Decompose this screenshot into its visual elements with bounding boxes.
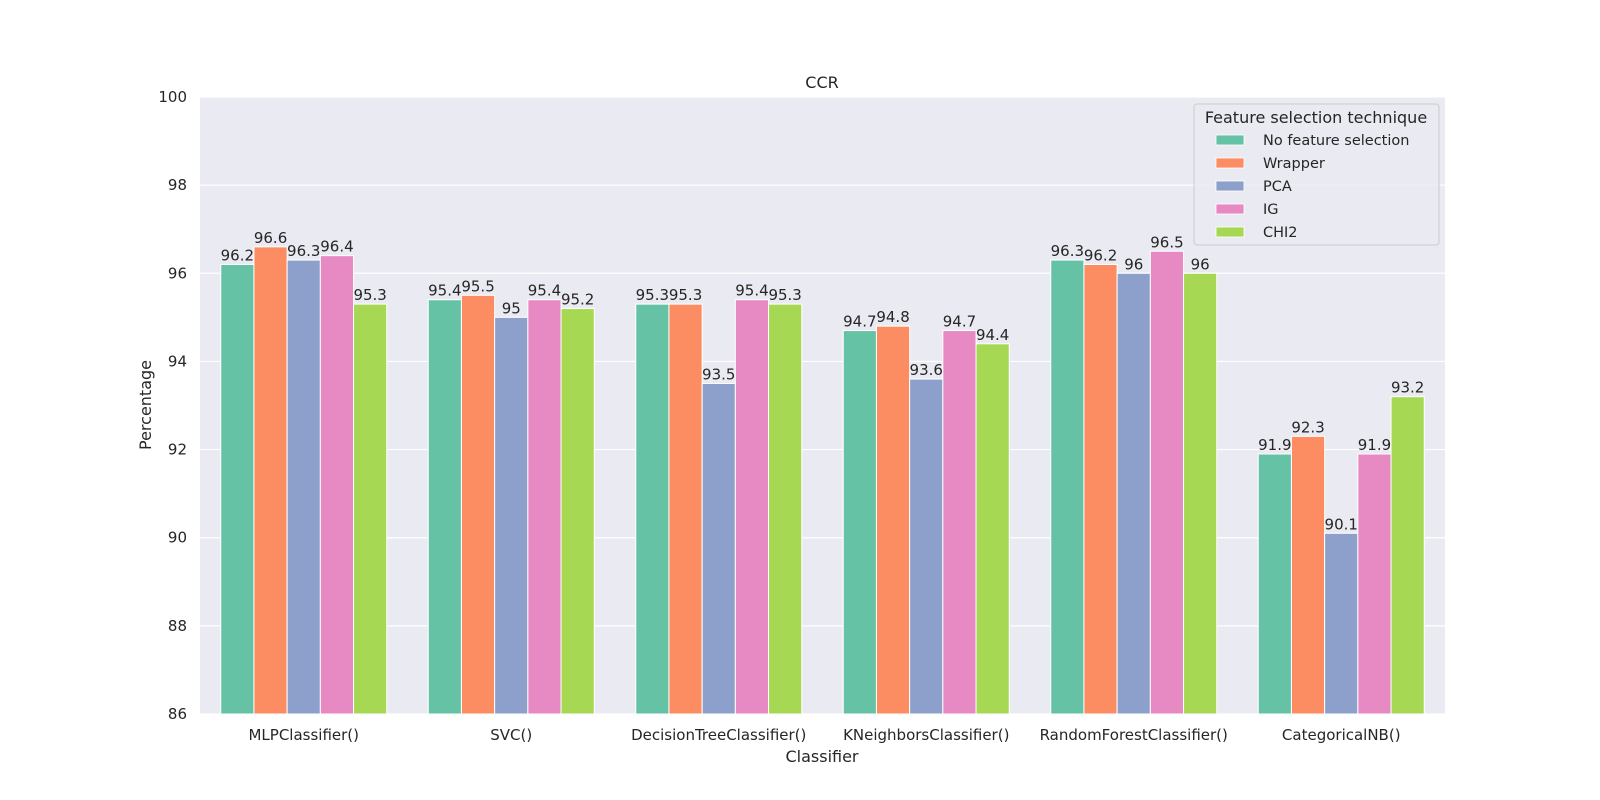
bar-value-label: 95.3 bbox=[768, 286, 801, 304]
bar bbox=[319, 255, 355, 715]
legend-entry: IG bbox=[1263, 202, 1279, 218]
bar-value-label: 96.5 bbox=[1150, 233, 1183, 251]
bar-value-label: 93.5 bbox=[702, 365, 735, 383]
x-tick-label: RandomForestClassifier() bbox=[1040, 726, 1228, 744]
x-tick-label: MLPClassifier() bbox=[248, 726, 359, 744]
bar-value-label: 92.3 bbox=[1291, 418, 1324, 436]
bar-value-label: 91.9 bbox=[1358, 436, 1391, 454]
bar bbox=[1357, 453, 1392, 715]
y-axis-label: Percentage bbox=[136, 360, 155, 450]
bar-value-label: 95 bbox=[502, 299, 521, 317]
bar bbox=[942, 330, 977, 715]
bar-value-label: 95.5 bbox=[461, 277, 494, 295]
bar bbox=[1083, 263, 1118, 715]
bars bbox=[220, 246, 1425, 715]
y-tick-label: 96 bbox=[168, 264, 187, 282]
chart-title: CCR bbox=[805, 73, 838, 92]
bar-value-label: 96.4 bbox=[320, 238, 353, 256]
bar-value-label: 96 bbox=[1124, 255, 1143, 273]
legend-box bbox=[1193, 103, 1440, 246]
x-tick-label: CategoricalNB() bbox=[1282, 726, 1401, 744]
bar bbox=[527, 299, 562, 715]
x-tick-label: DecisionTreeClassifier() bbox=[631, 726, 806, 744]
legend-swatch bbox=[1215, 226, 1245, 238]
bar-value-label: 93.6 bbox=[910, 361, 943, 379]
bar bbox=[1149, 250, 1185, 715]
y-axis-ticks: 86 88 90 92 94 96 98 100 bbox=[158, 88, 187, 723]
bar bbox=[734, 299, 770, 715]
y-tick-label: 94 bbox=[168, 352, 187, 370]
bar-value-label: 90.1 bbox=[1325, 515, 1358, 533]
bar bbox=[460, 294, 496, 715]
y-tick-label: 100 bbox=[158, 88, 187, 106]
bar-value-label: 96.2 bbox=[221, 246, 254, 264]
bar bbox=[427, 299, 462, 715]
bar bbox=[1183, 272, 1218, 715]
legend: Feature selection technique No feature s… bbox=[1193, 103, 1440, 246]
legend-swatch bbox=[1215, 134, 1245, 146]
legend-swatch bbox=[1215, 157, 1245, 169]
y-tick-label: 88 bbox=[168, 617, 187, 635]
bar-value-label: 96.2 bbox=[1084, 246, 1117, 264]
bar bbox=[353, 303, 388, 715]
y-tick-label: 98 bbox=[168, 176, 187, 194]
bar-value-label: 96 bbox=[1191, 255, 1210, 273]
bar bbox=[668, 303, 703, 715]
bar-value-label: 95.4 bbox=[528, 282, 561, 300]
bar bbox=[635, 303, 670, 715]
bar-value-label: 93.2 bbox=[1391, 379, 1424, 397]
x-axis-ticks: MLPClassifier() SVC() DecisionTreeClassifi… bbox=[248, 726, 1400, 744]
bar bbox=[1050, 259, 1085, 715]
bar-value-label: 94.7 bbox=[943, 313, 976, 331]
bar bbox=[768, 303, 803, 715]
bar bbox=[842, 330, 877, 715]
bar bbox=[1324, 532, 1359, 715]
bar bbox=[494, 316, 529, 715]
bar-value-label: 95.2 bbox=[561, 291, 594, 309]
bar bbox=[253, 246, 288, 715]
bar-value-label: 94.8 bbox=[876, 308, 909, 326]
bar bbox=[560, 308, 595, 715]
bar-value-label: 96.3 bbox=[1051, 242, 1084, 260]
bar-value-label: 95.3 bbox=[353, 286, 386, 304]
bar bbox=[701, 382, 736, 715]
legend-entry: No feature selection bbox=[1263, 133, 1409, 149]
bar bbox=[1257, 453, 1292, 715]
bar bbox=[909, 378, 944, 715]
x-tick-label: SVC() bbox=[490, 726, 532, 744]
x-tick-label: KNeighborsClassifier() bbox=[843, 726, 1009, 744]
bar bbox=[1116, 272, 1151, 715]
y-tick-label: 90 bbox=[168, 529, 187, 547]
bar bbox=[875, 325, 911, 715]
legend-entry: Wrapper bbox=[1263, 156, 1325, 172]
bar-value-label: 95.4 bbox=[735, 282, 768, 300]
legend-entry: PCA bbox=[1263, 179, 1292, 195]
bar bbox=[975, 343, 1010, 715]
y-tick-label: 86 bbox=[168, 705, 187, 723]
bar bbox=[220, 263, 255, 715]
bar bbox=[1390, 396, 1425, 715]
bar-value-label: 94.4 bbox=[976, 326, 1009, 344]
bar-value-label: 91.9 bbox=[1258, 436, 1291, 454]
bar bbox=[1290, 435, 1326, 715]
x-axis-label: Classifier bbox=[785, 747, 858, 766]
y-tick-label: 92 bbox=[168, 441, 187, 459]
bar-value-label: 94.7 bbox=[843, 313, 876, 331]
legend-title: Feature selection technique bbox=[1205, 108, 1427, 127]
bar-value-label: 95.3 bbox=[669, 286, 702, 304]
legend-swatch bbox=[1215, 180, 1245, 192]
legend-entry: CHI2 bbox=[1263, 225, 1298, 241]
bar-value-label: 96.3 bbox=[287, 242, 320, 260]
legend-items: No feature selection Wrapper PCA IG CHI2 bbox=[1215, 133, 1409, 241]
bar-value-label: 96.6 bbox=[254, 229, 287, 247]
legend-swatch bbox=[1215, 203, 1245, 215]
bar-value-label: 95.4 bbox=[428, 282, 461, 300]
bar-value-label: 95.3 bbox=[636, 286, 669, 304]
bar bbox=[286, 259, 321, 715]
